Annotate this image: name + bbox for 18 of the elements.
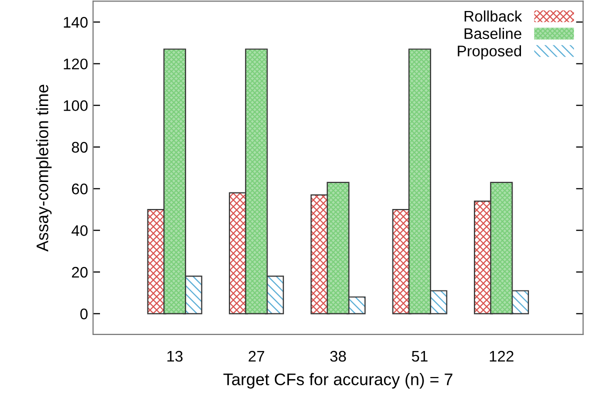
y-tick-label: 100 (64, 100, 88, 112)
y-tick-label: 20 (72, 266, 88, 278)
x-tick-label: 51 (412, 351, 428, 362)
y-tick-label: 140 (64, 16, 88, 28)
y-tick-label: 40 (72, 225, 88, 236)
x-tick-label: 27 (248, 350, 264, 362)
x-tick-label: 13 (167, 350, 183, 362)
y-tick-label: 60 (72, 184, 88, 194)
y-tick-label: 120 (64, 58, 88, 70)
y-tick-label: 80 (72, 142, 88, 153)
legend-label: Rollback (464, 10, 522, 22)
y-axis-title: Assay-completion time (36, 84, 52, 252)
x-tick-label: 122 (490, 350, 514, 362)
legend-label: Proposed (458, 45, 522, 60)
x-tick-label: 38 (330, 350, 346, 362)
legend-label: Baseline (464, 28, 522, 40)
x-axis-title: Target CFs for accuracy (n) = 7 (223, 373, 452, 389)
y-tick-label: 0 (80, 308, 88, 320)
